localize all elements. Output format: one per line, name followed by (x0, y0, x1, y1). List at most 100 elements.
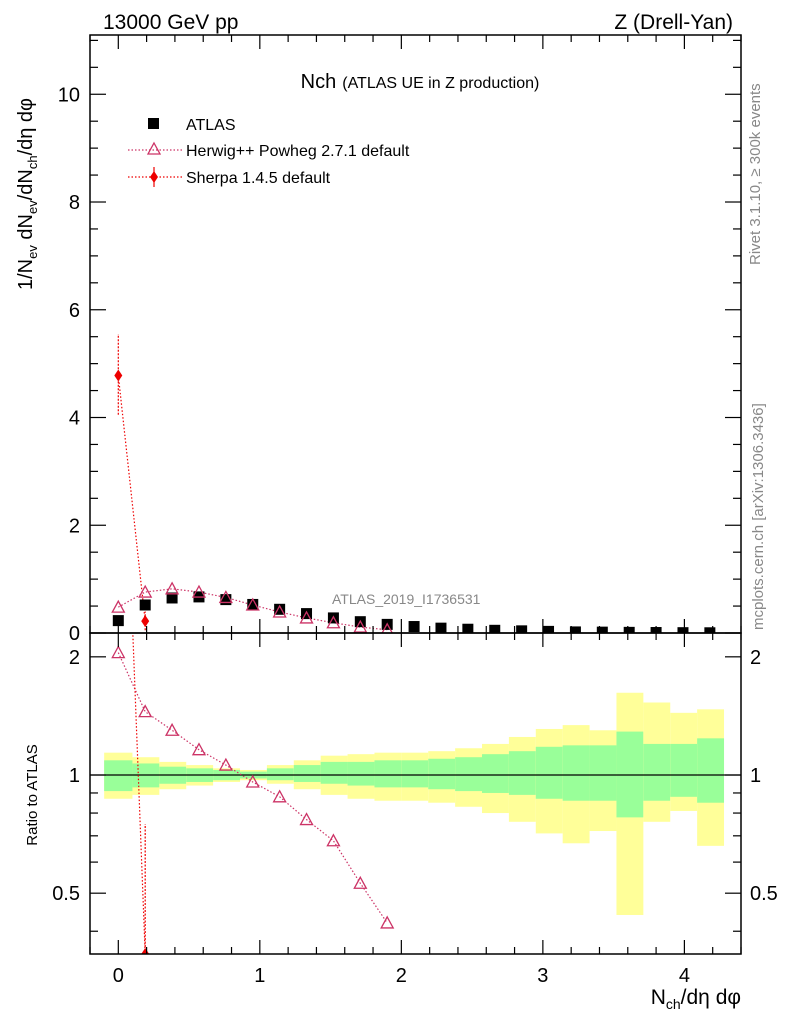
atlas-point (489, 624, 501, 633)
atlas-point (247, 598, 259, 610)
herwig-point (381, 622, 393, 633)
sherpa-point (114, 369, 123, 382)
band-inner-bin (320, 761, 348, 784)
band-inner-bin (455, 757, 483, 792)
plot-title-sub: (ATLAS UE in Z production) (342, 75, 539, 92)
y-axis-label-main: 1/Nev dNev/dNch/dη dφ (15, 98, 40, 290)
band-inner-bin (562, 745, 590, 801)
band-inner-bin (401, 760, 429, 788)
herwig-ratio-point (218, 757, 233, 771)
band-inner-bin (428, 758, 456, 790)
atlas-point (569, 626, 581, 633)
herwig-point (138, 584, 153, 598)
main-plot-series (111, 334, 716, 633)
y-tick-label-main: 4 (69, 408, 80, 430)
y-axis-label-ratio: Ratio to ATLAS (24, 744, 41, 845)
plot-title-main: Nch (301, 71, 337, 93)
x-tick-label: 3 (537, 965, 548, 987)
band-inner-bin (643, 743, 671, 801)
herwig-ratio-point (164, 722, 180, 736)
atlas-point (704, 627, 716, 633)
atlas-point (596, 626, 608, 633)
rivet-label: Rivet 3.1.10, ≥ 300k events (747, 83, 764, 265)
atlas-point (166, 592, 178, 604)
herwig-point (245, 597, 260, 611)
atlas-point (435, 622, 447, 633)
y-tick-label-main: 2 (69, 515, 80, 537)
atlas-point (301, 608, 313, 620)
legend-atlas-label: ATLAS (186, 117, 236, 134)
y-tick-label-ratio-right: 1 (750, 765, 761, 787)
y-tick-label-main: 8 (69, 192, 80, 214)
herwig-point (326, 615, 341, 629)
herwig-ratio-line (117, 652, 388, 924)
herwig-ratio-point (245, 774, 260, 788)
band-inner-bin (293, 765, 321, 782)
sherpa-ratio-point (114, 252, 122, 264)
band-inner-bin (374, 760, 402, 788)
y-tick-label-main: 10 (58, 84, 80, 106)
y-tick-label-ratio-left: 0.5 (52, 883, 80, 905)
herwig-ratio-point (138, 704, 153, 718)
herwig-point (353, 619, 368, 633)
x-tick-label: 2 (396, 965, 407, 987)
legend-sherpa-label: Sherpa 1.4.5 default (186, 170, 331, 187)
band-inner-bin (589, 745, 617, 801)
y-tick-label-main: 6 (69, 300, 80, 322)
y-tick-label-ratio-right: 2 (750, 647, 761, 669)
mcplots-label: mcplots.cern.ch [arXiv:1306.3436] (750, 403, 767, 630)
x-tick-label: 0 (113, 965, 124, 987)
sherpa-point (141, 615, 150, 628)
atlas-point (623, 626, 635, 633)
legend-herwig-label: Herwig++ Powheg 2.7.1 default (186, 143, 410, 160)
atlas-point (543, 625, 555, 633)
legend-herwig-marker (146, 141, 162, 155)
band-inner-bin (508, 751, 536, 795)
atlas-point (139, 599, 151, 611)
legend: ATLAS Herwig++ Powheg 2.7.1 default Sher… (128, 117, 410, 187)
band-inner-bin (482, 754, 509, 793)
x-axis-label: Nch/dη dφ (651, 986, 741, 1012)
herwig-point (164, 581, 180, 595)
y-tick-label-main: 0 (69, 623, 80, 645)
y-tick-label-ratio-left: 2 (69, 647, 80, 669)
herwig-point (111, 599, 126, 613)
atlas-point (677, 627, 689, 633)
herwig-ratio-point (380, 915, 395, 929)
plot-title: Nch (ATLAS UE in Z production) (301, 71, 540, 93)
herwig-ratio-point (272, 789, 287, 803)
atlas-point (516, 625, 528, 633)
atlas-point (220, 594, 232, 606)
band-inner-bin (347, 761, 375, 786)
band-inner-bin (670, 743, 698, 797)
analysis-watermark: ATLAS_2019_I1736531 (332, 591, 481, 607)
legend-atlas-marker (148, 118, 159, 129)
herwig-point (218, 590, 233, 604)
herwig-ratio-point (191, 742, 207, 756)
atlas-point (462, 623, 474, 633)
legend-sherpa-marker (150, 171, 158, 183)
sherpa-main-line (117, 375, 146, 622)
band-inner-bin (697, 738, 725, 803)
band-inner-bin (266, 768, 294, 781)
y-tick-label-ratio-left: 1 (69, 765, 80, 787)
herwig-ratio-point (299, 812, 314, 826)
band-inner-bin (535, 746, 563, 799)
x-tick-label: 4 (679, 965, 690, 987)
herwig-point (191, 584, 207, 598)
atlas-point (274, 603, 286, 615)
herwig-ratio-point (326, 833, 341, 847)
herwig-ratio-point (353, 875, 368, 889)
x-tick-label: 1 (254, 965, 265, 987)
band-inner-bin (104, 760, 133, 792)
herwig-point (299, 610, 314, 624)
header-left: 13000 GeV pp (103, 11, 238, 34)
ratio-uncertainty-bands (104, 692, 725, 915)
header-right: Z (Drell-Yan) (614, 11, 733, 34)
herwig-point (272, 604, 287, 618)
atlas-point (408, 621, 420, 633)
y-tick-label-ratio-right: 0.5 (750, 883, 778, 905)
herwig-ratio-point (111, 645, 126, 659)
